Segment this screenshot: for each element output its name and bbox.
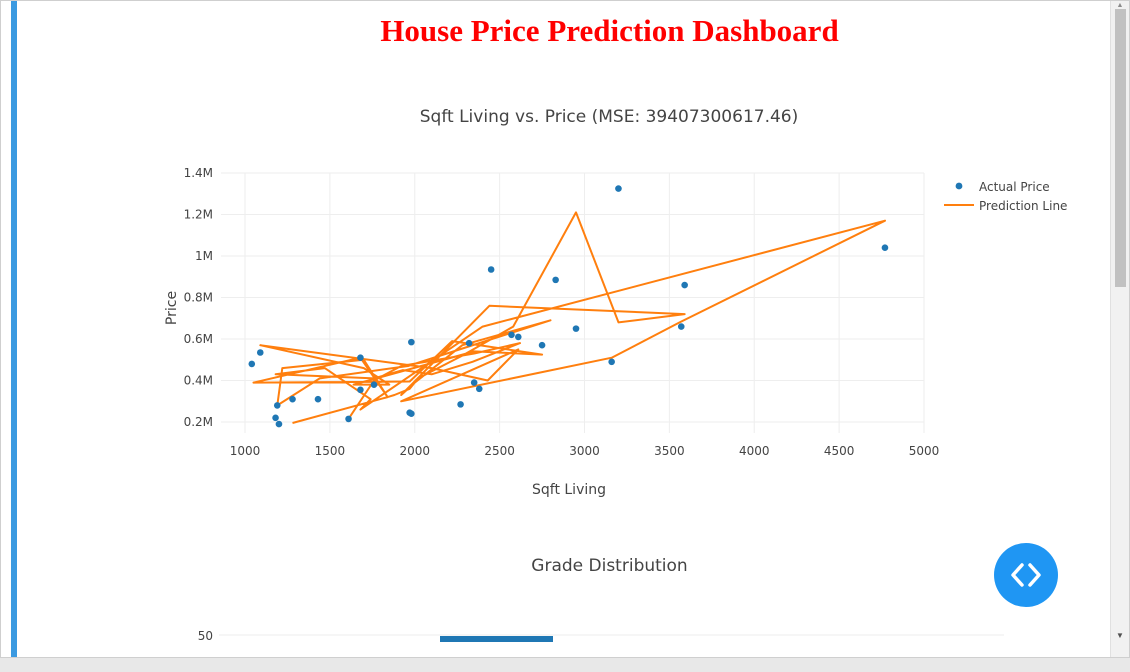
actual-price-point xyxy=(248,360,256,368)
legend-item-actual-price[interactable]: Actual Price xyxy=(955,180,1050,194)
actual-price-point xyxy=(470,379,478,386)
actual-price-point xyxy=(615,185,622,192)
x-tick-label: 1500 xyxy=(315,444,346,458)
y-tick-label: 0.4M xyxy=(184,374,213,388)
x-tick-label: 2000 xyxy=(399,444,430,458)
actual-price-point xyxy=(465,339,473,347)
x-tick-label: 5000 xyxy=(909,444,940,458)
chart-plot-area xyxy=(248,185,889,428)
legend-label-prediction-line: Prediction Line xyxy=(979,199,1067,213)
scrollbar-thumb[interactable] xyxy=(1115,9,1126,287)
scatter-chart: 1000 1500 2000 2500 3000 3500 4000 4500 5000 0.2M… xyxy=(164,107,1067,498)
chart-legend[interactable]: Actual Price Prediction Line xyxy=(944,180,1067,213)
y-axis-label: Price xyxy=(164,291,180,325)
y-tick-label: 1.2M xyxy=(184,208,213,222)
legend-item-prediction-line[interactable]: Prediction Line xyxy=(944,199,1067,213)
actual-price-point xyxy=(552,276,559,284)
y-tick-label: 1M xyxy=(195,249,213,263)
actual-price-point xyxy=(357,354,364,361)
actual-price-point xyxy=(275,420,283,428)
actual-price-point xyxy=(408,410,415,418)
actual-price-point xyxy=(457,401,464,408)
actual-price-point xyxy=(314,395,322,403)
actual-price-point xyxy=(370,381,378,388)
scroll-up-arrow-icon[interactable]: ▲ xyxy=(1116,2,1124,9)
dashboard-page: House Price Prediction Dashboard 1000 150… xyxy=(0,0,1130,658)
actual-price-point xyxy=(538,341,546,349)
x-tick-label: 1000 xyxy=(230,444,261,458)
actual-price-point xyxy=(357,386,364,394)
y-tick-label: 1.4M xyxy=(184,166,213,180)
actual-price-point xyxy=(508,331,515,339)
actual-price-point xyxy=(289,395,296,403)
actual-price-point xyxy=(572,325,580,332)
actual-price-point xyxy=(681,281,688,289)
actual-price-point xyxy=(272,414,279,422)
x-axis-label: Sqft Living xyxy=(532,482,606,498)
y-tick-label: 0.6M xyxy=(184,332,213,346)
actual-price-point xyxy=(487,266,495,273)
grade-chart-title: Grade Distribution xyxy=(531,556,688,576)
actual-price-point xyxy=(677,323,685,330)
actual-price-point xyxy=(408,338,415,346)
chart-ticks: 1000 1500 2000 2500 3000 3500 4000 4500 5000 0.2M… xyxy=(184,166,940,458)
y-tick-label: 0.2M xyxy=(184,415,213,429)
grade-y-tick-label: 50 xyxy=(198,629,213,643)
code-brackets-icon xyxy=(1011,563,1041,587)
actual-price-point xyxy=(475,385,483,393)
page-title: House Price Prediction Dashboard xyxy=(380,13,839,48)
x-tick-label: 4000 xyxy=(739,444,770,458)
prediction-line xyxy=(252,211,886,424)
x-tick-label: 2500 xyxy=(484,444,515,458)
chart-title: Sqft Living vs. Price (MSE: 39407300617.… xyxy=(420,107,799,127)
scroll-down-arrow-icon[interactable]: ▼ xyxy=(1116,631,1124,640)
actual-price-point xyxy=(256,349,264,356)
actual-price-point xyxy=(608,358,615,366)
code-toggle-button[interactable] xyxy=(994,543,1058,607)
actual-price-point xyxy=(345,415,352,423)
x-tick-label: 3500 xyxy=(654,444,685,458)
grade-distribution-chart: 50 xyxy=(198,629,1004,643)
actual-price-point xyxy=(514,333,522,341)
vertical-scrollbar[interactable]: ▲ ▼ xyxy=(1110,1,1129,657)
actual-price-point xyxy=(881,244,889,251)
y-tick-label: 0.8M xyxy=(184,291,213,305)
x-tick-label: 4500 xyxy=(824,444,855,458)
x-tick-label: 3000 xyxy=(569,444,600,458)
chart-gridlines xyxy=(221,172,925,433)
legend-marker-actual-price xyxy=(955,182,963,190)
grade-bar xyxy=(440,636,553,642)
actual-price-point xyxy=(273,402,281,409)
legend-label-actual-price: Actual Price xyxy=(979,180,1050,194)
left-accent-bar xyxy=(11,1,17,657)
